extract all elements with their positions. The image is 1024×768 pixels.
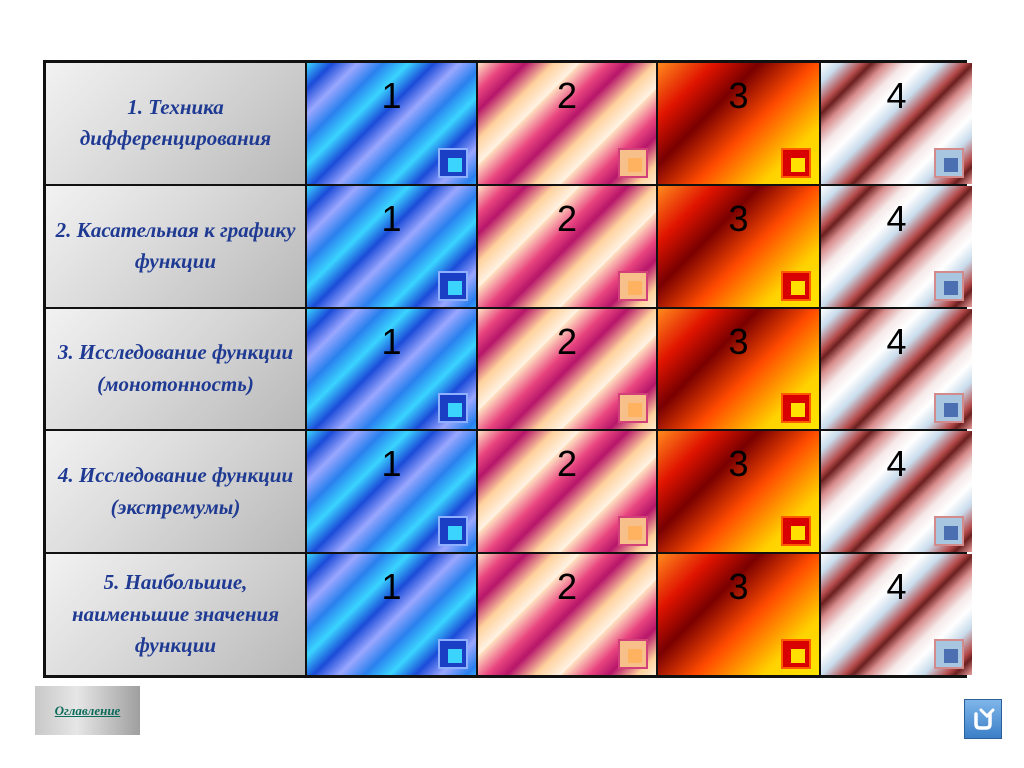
square-icon xyxy=(781,393,811,424)
question-cell-2-3[interactable]: 3 xyxy=(658,185,819,307)
square-icon xyxy=(934,393,964,424)
square-icon xyxy=(618,393,648,424)
square-icon xyxy=(618,270,648,301)
question-cell-4-2[interactable]: 2 xyxy=(478,431,656,553)
topic-label-1: 1. Техника дифференцирования xyxy=(79,94,272,151)
question-cell-1-4[interactable]: 4 xyxy=(821,63,972,184)
question-number: 4 xyxy=(886,443,907,485)
question-cell-4-4[interactable]: 4 xyxy=(821,431,972,553)
question-number: 4 xyxy=(886,197,907,239)
question-cell-2-4[interactable]: 4 xyxy=(821,185,972,307)
square-icon xyxy=(438,393,468,424)
question-number: 2 xyxy=(556,443,578,485)
question-cell-1-3[interactable]: 3 xyxy=(658,63,819,184)
square-icon xyxy=(781,639,811,669)
question-number: 4 xyxy=(886,75,907,116)
topic-label-4: 4. Исследование функции (экстремумы) xyxy=(57,463,294,519)
square-icon xyxy=(438,516,468,547)
question-cell-1-2[interactable]: 2 xyxy=(478,63,656,184)
question-cell-2-2[interactable]: 2 xyxy=(478,185,656,307)
question-cell-4-3[interactable]: 3 xyxy=(658,431,819,553)
question-number: 1 xyxy=(381,197,402,239)
quiz-table: 1. Техника дифференцирования 1 2 3 4 2. … xyxy=(43,60,972,678)
toc-button[interactable]: Оглавление xyxy=(35,686,140,735)
question-cell-5-4[interactable]: 4 xyxy=(821,554,972,675)
question-cell-3-1[interactable]: 1 xyxy=(307,308,476,430)
square-icon xyxy=(934,639,964,669)
square-icon xyxy=(438,147,468,178)
square-icon xyxy=(618,147,648,178)
question-number: 1 xyxy=(381,320,402,362)
square-icon xyxy=(934,516,964,547)
question-number: 1 xyxy=(381,566,402,608)
square-icon xyxy=(438,639,468,669)
question-number: 3 xyxy=(728,320,749,362)
question-number: 4 xyxy=(886,566,907,608)
return-button[interactable] xyxy=(964,699,1002,739)
question-number: 2 xyxy=(556,320,578,362)
question-cell-3-2[interactable]: 2 xyxy=(478,308,656,430)
question-number: 1 xyxy=(381,75,402,116)
question-cell-4-1[interactable]: 1 xyxy=(307,431,476,553)
question-number: 2 xyxy=(556,566,578,608)
square-icon xyxy=(438,270,468,301)
square-icon xyxy=(781,516,811,547)
question-cell-1-1[interactable]: 1 xyxy=(307,63,476,184)
topic-cell-4[interactable]: 4. Исследование функции (экстремумы) xyxy=(46,431,305,553)
return-arrow-icon xyxy=(974,708,995,730)
question-cell-5-3[interactable]: 3 xyxy=(658,554,819,675)
question-number: 3 xyxy=(728,566,749,608)
square-icon xyxy=(934,147,964,178)
square-icon xyxy=(781,147,811,178)
topic-cell-1[interactable]: 1. Техника дифференцирования xyxy=(46,63,305,184)
question-number: 2 xyxy=(556,197,578,239)
square-icon xyxy=(934,270,964,301)
square-icon xyxy=(618,639,648,669)
topic-label-5: 5. Наибольшие, наименьшие значения функц… xyxy=(71,570,280,658)
question-cell-5-2[interactable]: 2 xyxy=(478,554,656,675)
topic-cell-2[interactable]: 2. Касательная к графику функции xyxy=(46,185,305,307)
question-number: 3 xyxy=(728,443,749,485)
question-number: 3 xyxy=(728,75,749,116)
question-cell-5-1[interactable]: 1 xyxy=(307,554,476,675)
topic-cell-5[interactable]: 5. Наибольшие, наименьшие значения функц… xyxy=(46,554,305,675)
question-cell-2-1[interactable]: 1 xyxy=(307,185,476,307)
square-icon xyxy=(781,270,811,301)
topic-label-3: 3. Исследование функции (монотонность) xyxy=(57,340,294,396)
square-icon xyxy=(618,516,648,547)
question-number: 3 xyxy=(728,197,749,239)
question-number: 1 xyxy=(381,443,402,485)
question-number: 4 xyxy=(886,320,907,362)
question-cell-3-4[interactable]: 4 xyxy=(821,308,972,430)
question-number: 2 xyxy=(556,75,578,116)
topic-label-2: 2. Касательная к графику функции xyxy=(55,217,296,274)
toc-link[interactable]: Оглавление xyxy=(54,702,121,718)
topic-cell-3[interactable]: 3. Исследование функции (монотонность) xyxy=(46,308,305,430)
question-cell-3-3[interactable]: 3 xyxy=(658,308,819,430)
